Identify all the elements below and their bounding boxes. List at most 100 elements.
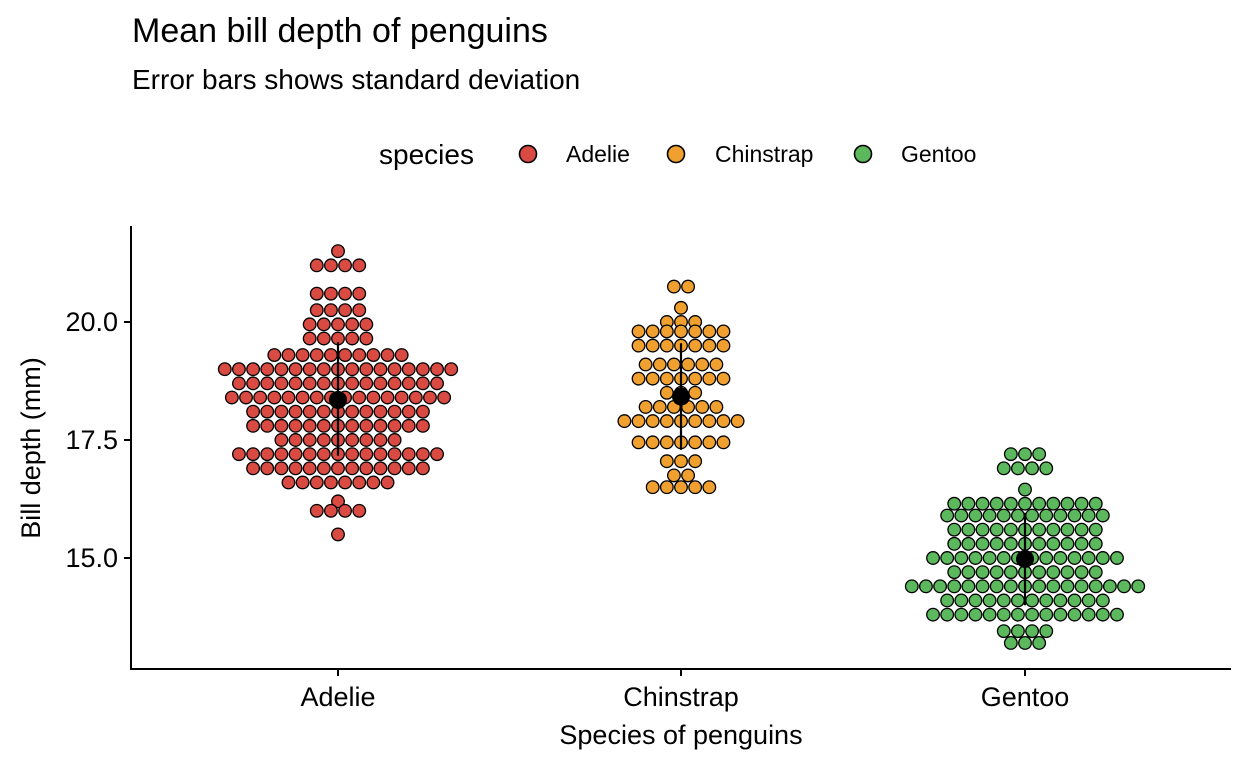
data-point xyxy=(345,447,360,462)
data-point xyxy=(961,536,976,551)
data-point xyxy=(1018,636,1032,650)
data-point xyxy=(1074,579,1089,594)
data-point xyxy=(309,286,324,301)
data-point xyxy=(1060,536,1075,551)
data-point xyxy=(645,414,660,429)
mean-point xyxy=(1016,549,1034,568)
data-point xyxy=(260,376,275,391)
data-point xyxy=(1067,508,1082,523)
data-point xyxy=(1003,522,1018,537)
x-tick-label: Gentoo xyxy=(981,682,1070,712)
data-point xyxy=(345,418,360,433)
data-point xyxy=(331,494,345,509)
data-point xyxy=(366,390,381,405)
data-point xyxy=(359,461,374,476)
data-point xyxy=(954,551,969,565)
dots-layer xyxy=(217,244,1146,650)
data-point xyxy=(231,447,246,462)
data-point xyxy=(1039,593,1054,608)
data-point xyxy=(323,475,338,490)
data-point xyxy=(1003,579,1018,594)
data-point xyxy=(359,331,374,346)
mean-point xyxy=(672,387,690,406)
data-point xyxy=(674,480,688,495)
data-point xyxy=(1010,624,1025,639)
data-point xyxy=(373,461,388,476)
data-point xyxy=(281,475,296,490)
data-point xyxy=(267,390,282,405)
data-point xyxy=(716,338,731,353)
mean-point xyxy=(329,390,347,409)
data-point xyxy=(968,593,983,608)
data-point xyxy=(659,371,674,386)
data-point xyxy=(1131,579,1146,594)
legend-label-chinstrap: Chinstrap xyxy=(715,141,813,167)
data-point xyxy=(1095,551,1110,565)
x-tick-label: Adelie xyxy=(300,682,375,712)
data-point xyxy=(1102,579,1117,594)
data-point xyxy=(1003,447,1018,462)
data-point xyxy=(996,624,1011,639)
data-point xyxy=(1003,565,1018,580)
data-point xyxy=(302,331,317,346)
data-point xyxy=(674,454,688,469)
data-point xyxy=(688,371,703,386)
data-point xyxy=(295,390,310,405)
x-axis-title: Species of penguins xyxy=(559,720,802,750)
data-point xyxy=(688,480,703,495)
data-point xyxy=(1053,593,1068,608)
data-point xyxy=(217,362,232,377)
data-point xyxy=(947,496,962,511)
data-point xyxy=(288,404,303,419)
data-point xyxy=(260,418,275,433)
data-point xyxy=(996,607,1011,622)
data-point xyxy=(274,461,289,476)
data-point xyxy=(1003,636,1018,650)
data-point xyxy=(996,508,1011,523)
data-point xyxy=(1067,607,1082,622)
data-point xyxy=(359,376,374,391)
data-point xyxy=(430,447,445,462)
legend-label-gentoo: Gentoo xyxy=(901,141,976,167)
legend: species Adelie Chinstrap Gentoo xyxy=(379,139,976,170)
data-point xyxy=(982,508,997,523)
data-point xyxy=(408,390,423,405)
data-point xyxy=(302,404,317,419)
data-point xyxy=(316,447,331,462)
data-point xyxy=(975,496,990,511)
data-point xyxy=(415,404,430,419)
data-point xyxy=(323,258,338,273)
data-point xyxy=(387,362,402,377)
data-point xyxy=(401,362,416,377)
x-ticks: Adelie Chinstrap Gentoo xyxy=(300,669,1069,712)
data-point xyxy=(359,317,374,332)
data-point xyxy=(947,565,962,580)
data-point xyxy=(1032,636,1047,650)
data-point xyxy=(444,362,459,377)
data-point xyxy=(961,522,976,537)
data-point xyxy=(1095,593,1110,608)
data-point xyxy=(666,468,681,483)
data-point xyxy=(1074,536,1089,551)
data-point xyxy=(331,244,345,259)
data-point xyxy=(323,303,338,318)
data-point xyxy=(352,348,367,362)
data-point xyxy=(1088,565,1103,580)
data-point xyxy=(1039,624,1054,639)
data-point xyxy=(1067,593,1082,608)
data-point xyxy=(975,522,990,537)
data-point xyxy=(359,433,374,447)
data-point xyxy=(989,496,1004,511)
data-point xyxy=(904,579,919,594)
data-point xyxy=(373,404,388,419)
data-point xyxy=(224,390,239,405)
data-point xyxy=(1010,607,1025,622)
data-point xyxy=(352,475,367,490)
data-point xyxy=(373,447,388,462)
data-point xyxy=(401,461,416,476)
data-point xyxy=(401,418,416,433)
data-point xyxy=(380,390,395,405)
data-point xyxy=(359,447,374,462)
chart-title: Mean bill depth of penguins xyxy=(132,12,548,50)
data-point xyxy=(1088,496,1103,511)
